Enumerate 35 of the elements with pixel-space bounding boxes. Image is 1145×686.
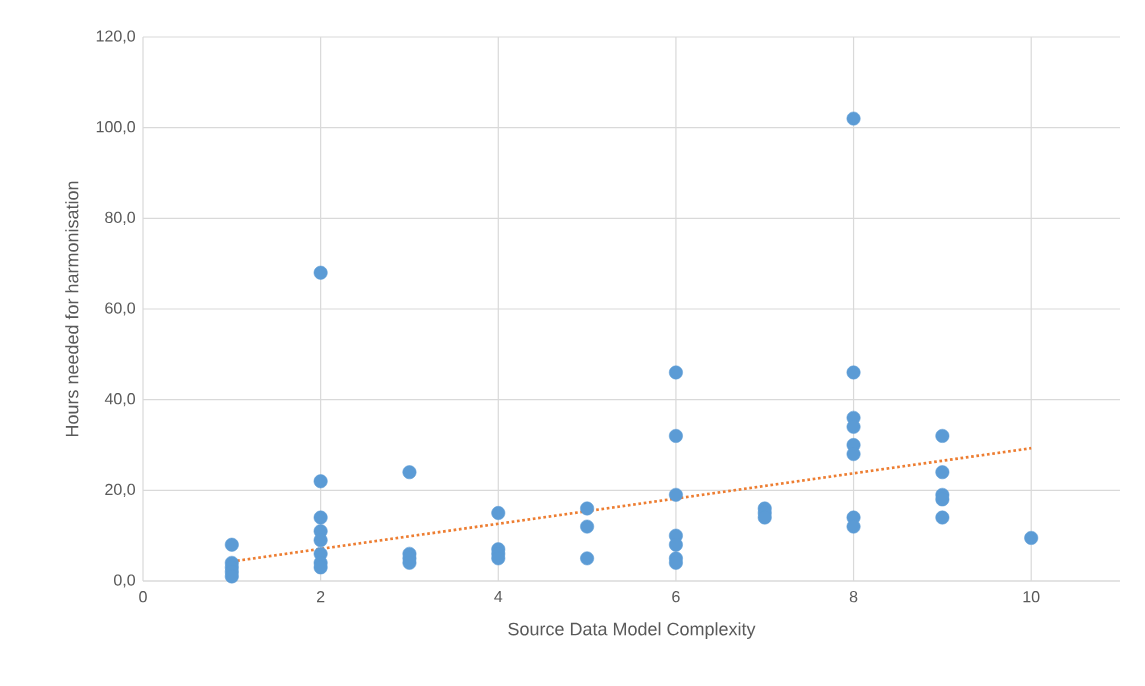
y-axis-title: Hours needed for harmonisation	[65, 181, 79, 437]
point	[935, 465, 950, 480]
point	[668, 365, 683, 380]
y-tick-label: 0,0	[114, 574, 136, 588]
point	[846, 447, 861, 461]
x-tick-label: 6	[672, 591, 680, 603]
x-tick-label: 8	[849, 591, 858, 603]
point	[846, 111, 861, 126]
point	[313, 265, 328, 280]
x-axis-title: Source Data Model Complexity	[508, 622, 756, 639]
point	[580, 501, 595, 516]
y-tick-label: 20,0	[105, 483, 136, 497]
x-tick-label: 10	[1023, 591, 1040, 603]
y-tick-label: 120,0	[96, 30, 135, 44]
point	[1024, 531, 1039, 545]
point	[491, 506, 506, 520]
point	[846, 365, 861, 380]
point	[402, 465, 417, 480]
x-tick-label: 0	[139, 591, 147, 603]
point	[935, 510, 950, 525]
x-tick-label: 2	[316, 591, 325, 603]
point	[580, 551, 595, 566]
point	[580, 519, 595, 534]
x-tick-label: 4	[494, 591, 503, 603]
point	[313, 510, 328, 525]
y-tick-label: 80,0	[105, 211, 136, 225]
y-tick-label: 100,0	[96, 121, 135, 135]
point	[668, 487, 683, 502]
point	[668, 428, 683, 443]
y-tick-label: 40,0	[104, 393, 136, 407]
point	[935, 428, 950, 443]
y-tick-label: 60,0	[105, 302, 136, 316]
point	[313, 533, 328, 548]
point	[224, 537, 239, 552]
point	[313, 474, 328, 489]
